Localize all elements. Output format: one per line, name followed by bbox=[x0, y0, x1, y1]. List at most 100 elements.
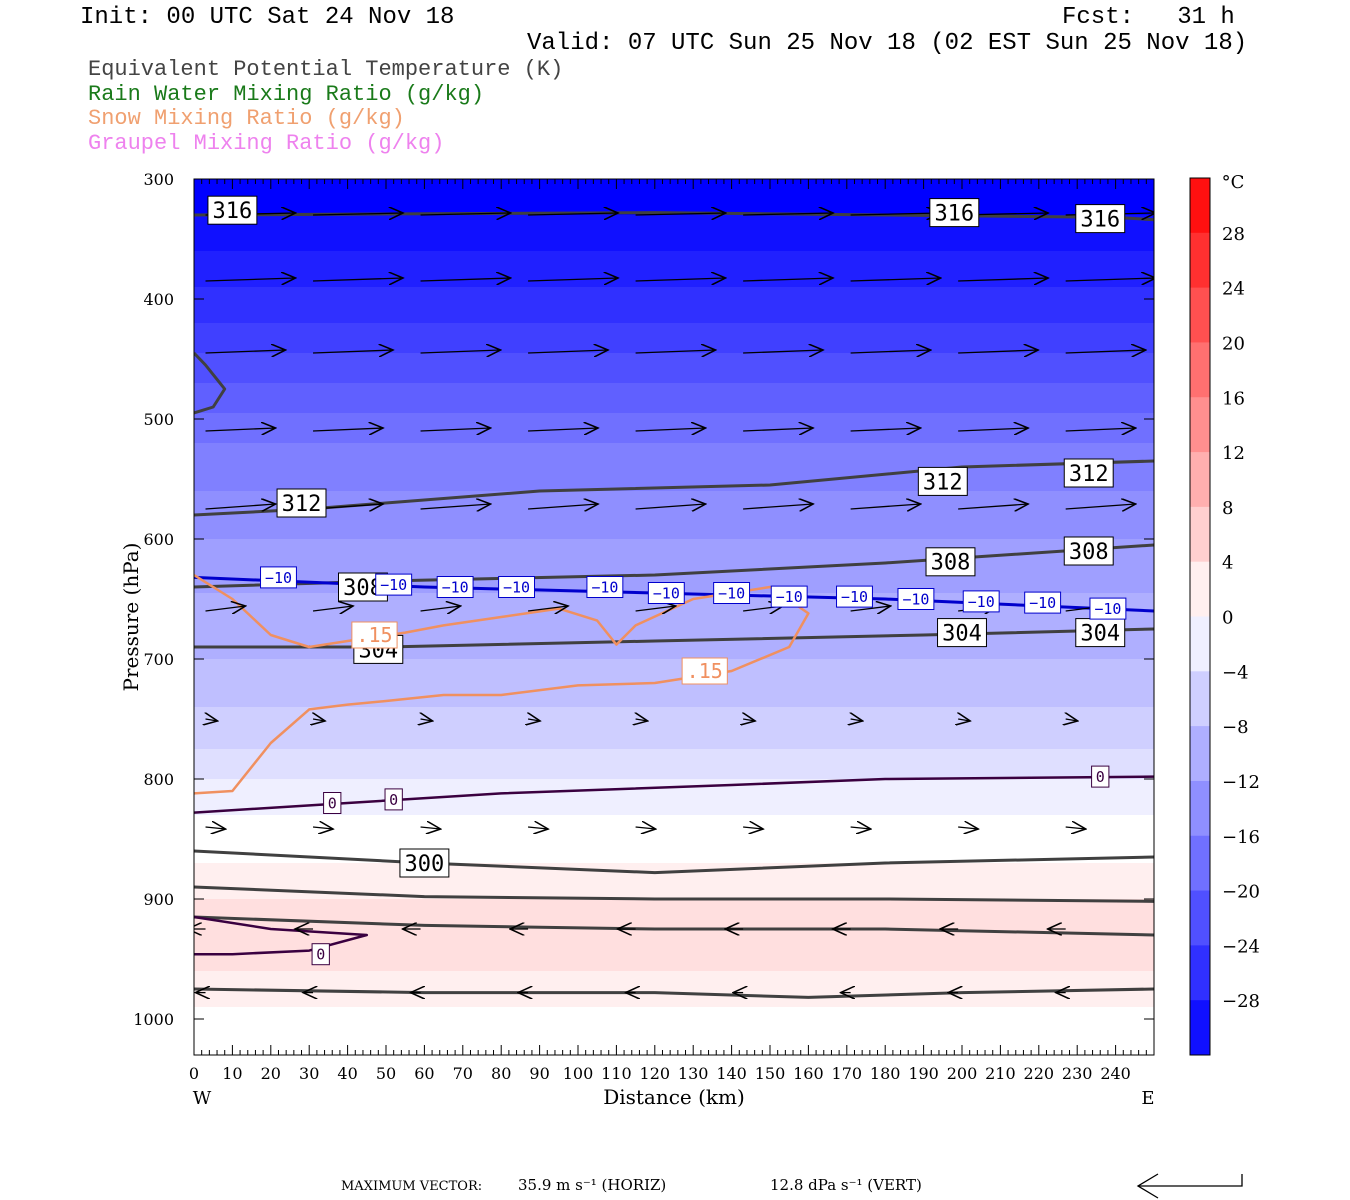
x-tick-label: 90 bbox=[529, 1064, 549, 1083]
wind-vector bbox=[743, 428, 813, 431]
x-tick-label: 240 bbox=[1100, 1064, 1131, 1083]
svg-text:312: 312 bbox=[1069, 462, 1109, 487]
svg-text:−10: −10 bbox=[1029, 594, 1056, 612]
colorbar-tick-label: −12 bbox=[1222, 772, 1260, 793]
colorbar-segment bbox=[1190, 671, 1210, 727]
svg-text:.15: .15 bbox=[356, 623, 392, 647]
colorbar-tick-label: −28 bbox=[1222, 991, 1260, 1012]
wind-vector bbox=[958, 350, 1038, 353]
wind-vector bbox=[205, 827, 226, 829]
colorbar-segment bbox=[1190, 178, 1210, 234]
x-tick-label: 170 bbox=[832, 1064, 863, 1083]
theta-e-label: 312 bbox=[917, 466, 968, 496]
max-vector-label: MAXIMUM VECTOR: bbox=[341, 1179, 483, 1194]
x-tick-label: 200 bbox=[947, 1064, 978, 1083]
svg-text:−10: −10 bbox=[442, 578, 469, 596]
y-tick-label: 500 bbox=[143, 410, 174, 429]
wind-vector bbox=[635, 504, 706, 509]
svg-text:−10: −10 bbox=[841, 588, 868, 606]
wind-vector bbox=[528, 504, 598, 509]
svg-text:−10: −10 bbox=[776, 588, 803, 606]
legend-theta-e: Equivalent Potential Temperature (K) bbox=[88, 57, 564, 82]
colorbar-segment bbox=[1190, 232, 1210, 289]
colorbar-tick-label: −8 bbox=[1222, 717, 1249, 738]
svg-text:300: 300 bbox=[405, 852, 445, 877]
theta-e-contour bbox=[194, 987, 1154, 999]
colorbar-tick-label: 12 bbox=[1222, 443, 1245, 464]
isotherm-label: −10 bbox=[436, 576, 474, 598]
x-tick-label: 30 bbox=[299, 1064, 319, 1083]
wind-vector bbox=[958, 504, 1028, 509]
isotherm-label: 0 bbox=[384, 788, 403, 811]
wind-vector bbox=[635, 827, 656, 829]
temp-band bbox=[194, 413, 1154, 444]
theta-e-contour bbox=[194, 885, 1154, 903]
x-axis-label: Distance (km) bbox=[603, 1085, 745, 1109]
wind-vector bbox=[528, 278, 618, 281]
colorbar-tick-label: −24 bbox=[1222, 936, 1260, 957]
wind-vector bbox=[1065, 278, 1154, 281]
wind-vector bbox=[635, 350, 716, 353]
max-vector-horiz: 35.9 m s⁻¹ (HORIZ) bbox=[518, 1176, 667, 1194]
wind-vector bbox=[850, 827, 871, 829]
x-west-label: W bbox=[193, 1088, 212, 1109]
wind-vector bbox=[850, 278, 941, 281]
colorbar-unit: °C bbox=[1222, 172, 1245, 193]
wind-vector bbox=[850, 350, 931, 353]
isotherm-label: −10 bbox=[375, 573, 413, 596]
colorbar-tick-label: 20 bbox=[1222, 333, 1245, 354]
wind-vectors bbox=[194, 213, 1154, 993]
svg-text:304: 304 bbox=[942, 622, 982, 647]
isotherm-label: −10 bbox=[836, 585, 873, 608]
colorbar-segment bbox=[1190, 726, 1210, 782]
wind-vector bbox=[420, 606, 461, 611]
theta-e-label: 316 bbox=[207, 195, 258, 225]
wind-vector bbox=[743, 504, 813, 509]
colorbar-segment bbox=[1190, 1000, 1210, 1056]
isotherm-label: −10 bbox=[498, 576, 536, 598]
svg-text:−10: −10 bbox=[718, 584, 745, 602]
wind-vector bbox=[851, 719, 863, 721]
isotherm-label: −10 bbox=[1089, 597, 1127, 620]
temperature-shading bbox=[194, 179, 1154, 1055]
valid-time: Valid: 07 UTC Sun 25 Nov 18 (02 EST Sun … bbox=[527, 30, 1248, 57]
isotherm-label: −10 bbox=[1024, 591, 1062, 614]
y-axis-label: Pressure (hPa) bbox=[119, 543, 143, 692]
theta-e-label: 308 bbox=[1063, 536, 1114, 566]
svg-text:308: 308 bbox=[931, 551, 971, 576]
wind-vector bbox=[205, 350, 286, 353]
colorbar-tick-label: 0 bbox=[1222, 608, 1233, 629]
isotherm-label: −10 bbox=[647, 582, 685, 604]
colorbar-segment bbox=[1190, 616, 1210, 672]
colorbar-tick-label: 28 bbox=[1222, 224, 1245, 245]
temp-band bbox=[194, 1007, 1154, 1055]
wind-vector bbox=[313, 350, 393, 353]
x-tick-label: 190 bbox=[908, 1064, 939, 1083]
x-tick-label: 160 bbox=[793, 1064, 824, 1083]
colorbar: 28 24 20 16 12 8 4 0 −4 −8 −12 −16 −20 −24 −28 bbox=[1189, 177, 1260, 1056]
x-tick-label: 230 bbox=[1062, 1064, 1093, 1083]
svg-text:−10: −10 bbox=[591, 578, 618, 596]
theta-e-label: 316 bbox=[929, 198, 980, 228]
wind-vector bbox=[205, 428, 276, 431]
wind-vector bbox=[206, 719, 218, 721]
wind-vector bbox=[1065, 827, 1086, 829]
snow-label: .15 bbox=[681, 657, 728, 685]
wind-vector bbox=[850, 213, 941, 215]
wind-vector bbox=[635, 213, 726, 215]
x-tick-label: 220 bbox=[1024, 1064, 1055, 1083]
legend-rain-water: Rain Water Mixing Ratio (g/kg) bbox=[88, 82, 485, 107]
wind-vector bbox=[528, 719, 540, 721]
colorbar-tick-label: −4 bbox=[1222, 662, 1249, 683]
wind-vector bbox=[850, 504, 921, 509]
theta-e-label: 304 bbox=[1075, 618, 1126, 648]
colorbar-tick-label: 24 bbox=[1222, 279, 1245, 300]
svg-text:−10: −10 bbox=[1094, 600, 1121, 618]
wind-vector bbox=[636, 719, 648, 721]
theta-e-label: 304 bbox=[937, 618, 987, 648]
svg-text:0: 0 bbox=[389, 791, 398, 809]
wind-vector bbox=[420, 428, 491, 431]
forecast-hour: Fcst: 31 h bbox=[1062, 4, 1235, 31]
wind-vector bbox=[635, 606, 676, 611]
wind-vector bbox=[313, 213, 403, 215]
